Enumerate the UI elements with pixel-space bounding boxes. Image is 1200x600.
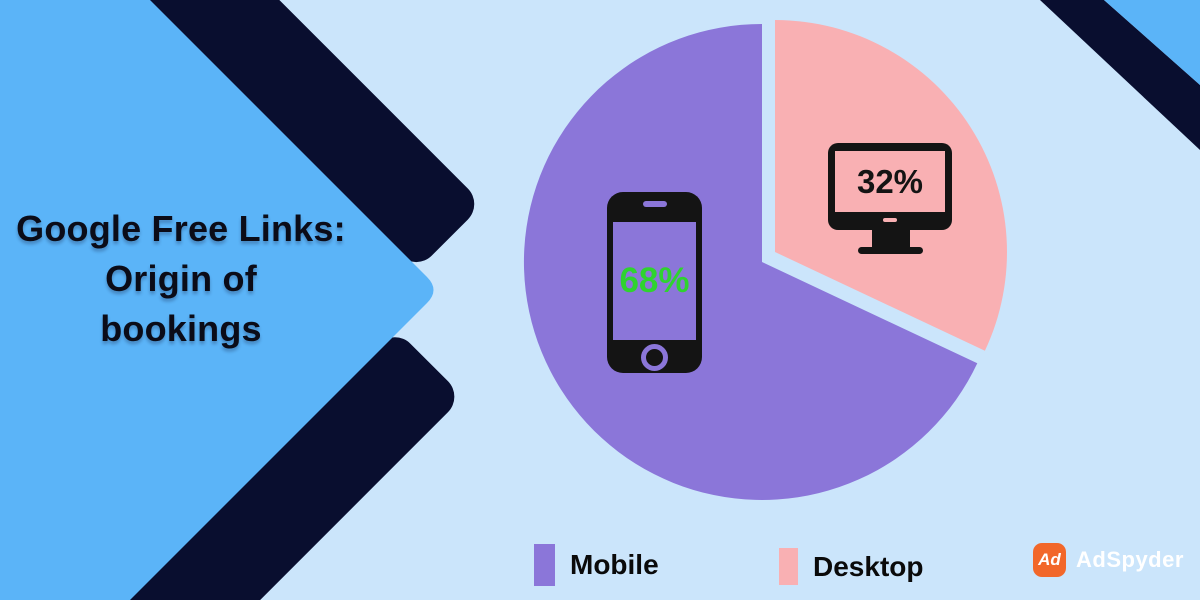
legend-swatch-mobile [534,544,555,586]
adspyder-logo-text: AdSpyder [1076,547,1184,572]
title-line-1: Google Free Links: [16,208,346,249]
phone-speaker [643,201,667,207]
legend-item-desktop: Desktop [779,548,923,585]
blue-arrow-shape [0,0,434,600]
phone-screen: 68% [613,222,696,340]
title-line-3: bookings [100,308,262,349]
corner-navy-stripe [1040,0,1200,150]
adspyder-logo: Ad AdSpyder [1033,543,1184,577]
navy-chevron-bar-top [0,0,475,263]
page-title: Google Free Links: Origin of bookings [0,204,362,354]
mobile-share-value: 68% [619,261,690,300]
phone-home-button [641,344,668,371]
legend-swatch-desktop [779,548,798,585]
monitor-chin-dash [883,218,897,222]
navy-chevron-bar-bottom [39,337,455,600]
desktop-monitor-icon: 32% [828,143,952,254]
legend-label-desktop: Desktop [813,550,924,582]
monitor-stand-base [858,247,923,254]
legend-item-mobile: Mobile [534,544,659,586]
monitor-stand-neck [872,230,910,248]
adspyder-logo-icon: Ad [1033,543,1066,577]
desktop-share-value: 32% [856,162,924,200]
pie-slice-mobile [523,23,978,501]
title-line-2: Origin of [105,258,257,299]
smartphone-icon: 68% [607,192,702,373]
corner-blue-triangle [1104,0,1200,85]
monitor-screen: 32% [835,151,945,212]
legend-label-mobile: Mobile [570,549,659,580]
